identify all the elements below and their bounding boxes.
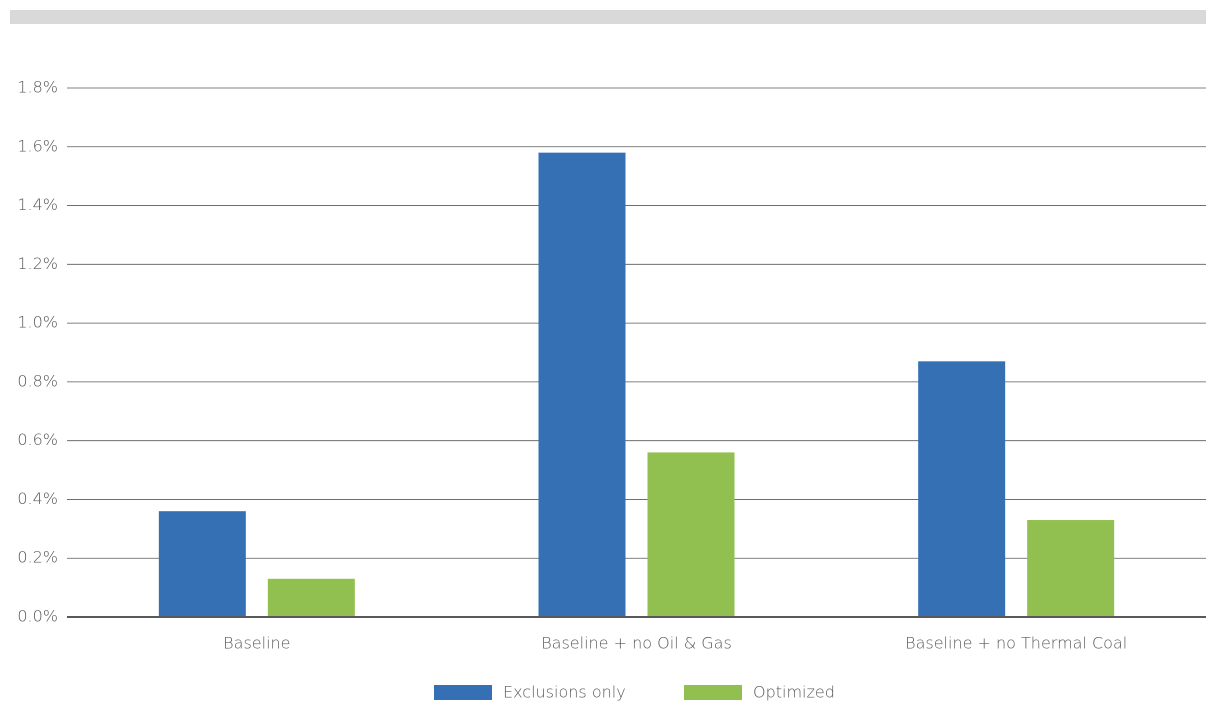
legend-label: Exclusions only <box>503 683 626 702</box>
header-band <box>10 10 1206 24</box>
bar <box>538 152 626 617</box>
legend-swatch <box>434 685 492 700</box>
bar <box>158 511 246 617</box>
x-tick-label: Baseline + no Oil & Gas <box>541 634 732 653</box>
x-tick-label: Baseline <box>223 634 290 653</box>
y-tick-label: 0.4% <box>17 489 58 508</box>
legend-swatch <box>684 685 742 700</box>
bar <box>647 452 735 617</box>
y-tick-label: 1.2% <box>17 254 58 273</box>
y-tick-label: 1.0% <box>17 313 58 332</box>
y-tick-label: 1.4% <box>17 195 58 214</box>
y-tick-label: 0.6% <box>17 430 58 449</box>
bar <box>1027 520 1115 617</box>
bar <box>267 578 355 617</box>
y-tick-label: 1.6% <box>17 136 58 155</box>
y-tick-label: 0.8% <box>17 371 58 390</box>
x-tick-label: Baseline + no Thermal Coal <box>905 634 1127 653</box>
legend-label: Optimized <box>753 683 835 702</box>
y-tick-label: 0.0% <box>17 607 58 626</box>
y-tick-label: 0.2% <box>17 548 58 567</box>
bar <box>918 361 1006 617</box>
y-tick-label: 1.8% <box>17 78 58 97</box>
